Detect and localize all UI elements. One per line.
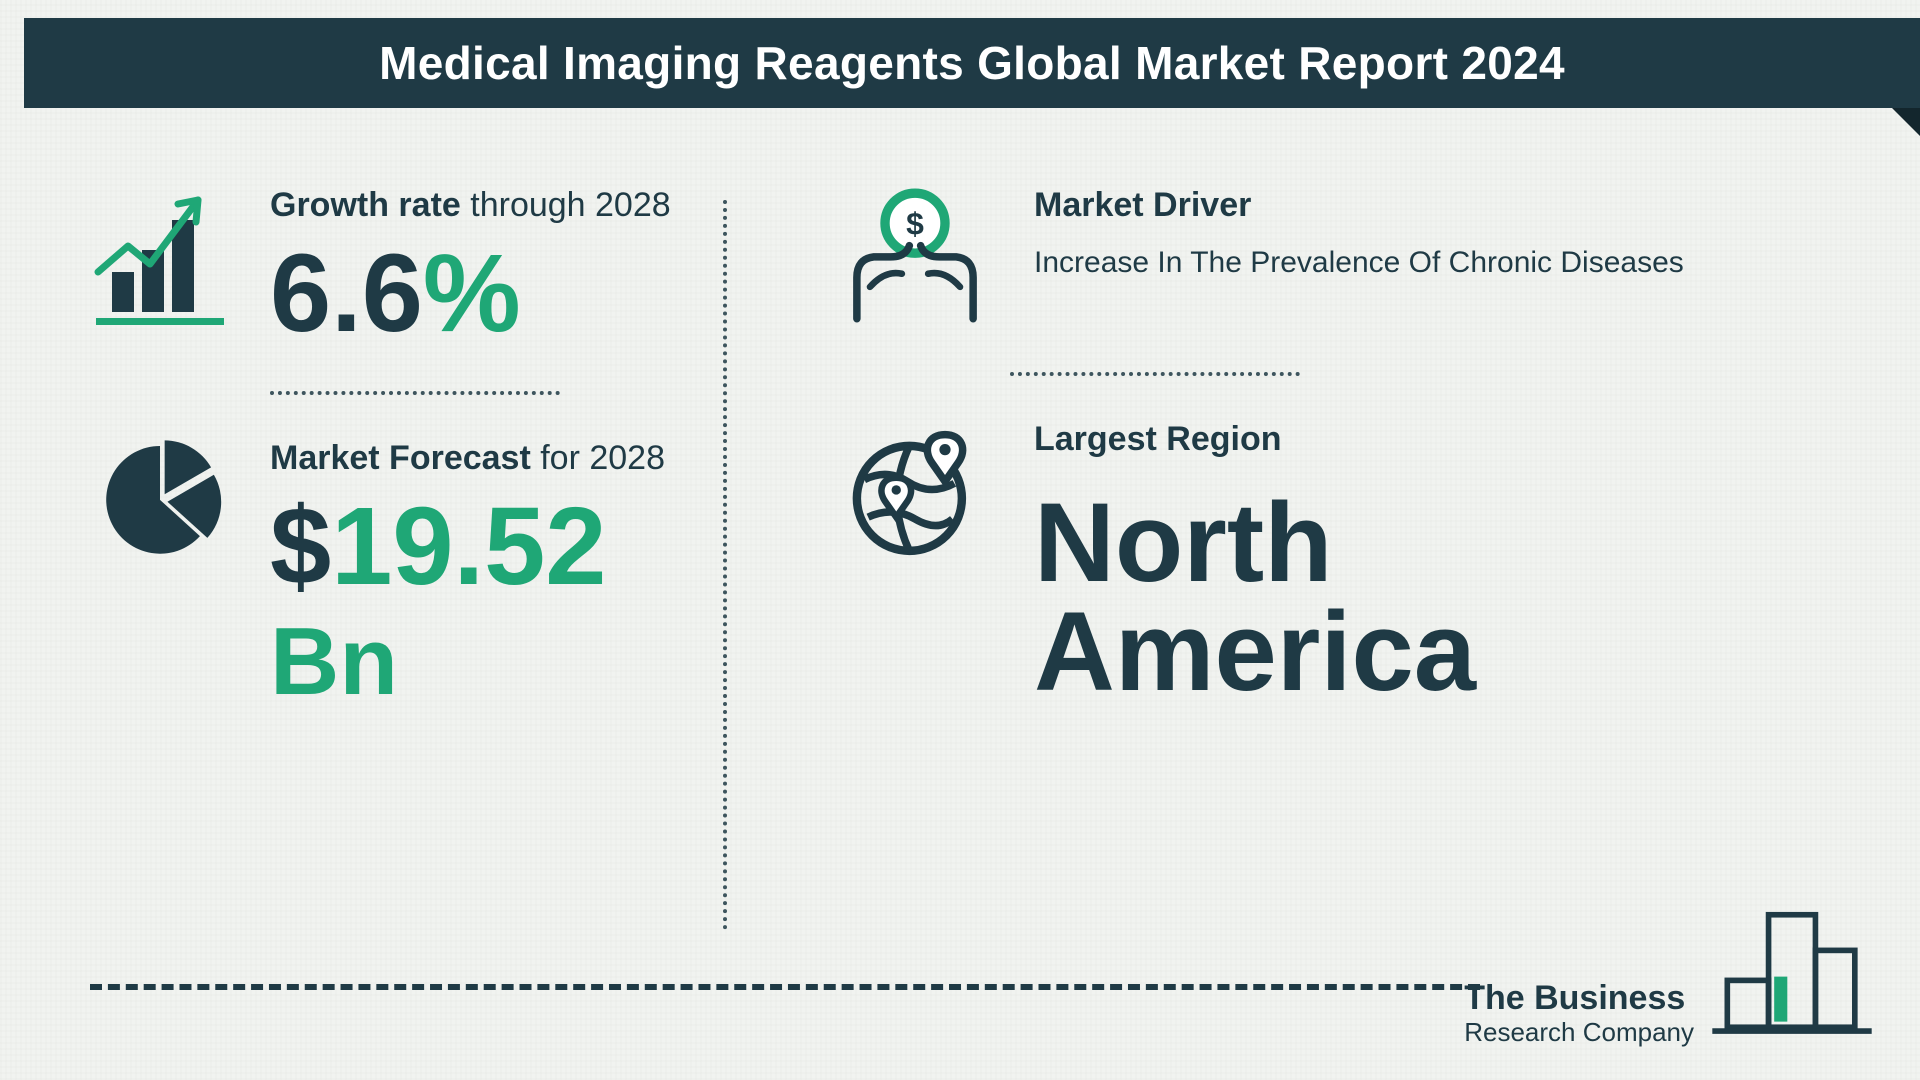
svg-text:$: $ [906,205,924,241]
page-title: Medical Imaging Reagents Global Market R… [379,36,1565,90]
growth-icon [90,180,230,330]
region-block: Largest Region North America [840,404,1860,734]
driver-description: Increase In The Prevalence Of Chronic Di… [1034,243,1860,284]
left-column: Growth rate through 2028 6.6% [90,170,740,960]
growth-label-bold: Growth rate [270,186,461,224]
growth-value-suffix: % [423,232,521,355]
header-notch [1892,108,1920,136]
forecast-number: 19.52 [331,485,606,608]
brand-logo-icon [1712,896,1872,1046]
region-line1: North [1034,480,1333,605]
header-bar: Medical Imaging Reagents Global Market R… [24,18,1920,108]
driver-block: $ Market Driver Increase In The Prevalen… [840,170,1860,358]
region-text: Largest Region North America [1030,414,1860,706]
brand-line2: Research Company [1464,1019,1694,1046]
forecast-label-bold: Market Forecast [270,439,531,477]
brand: The Business Research Company [1464,896,1872,1046]
h-separator-left [270,391,560,395]
forecast-block: Market Forecast for 2028 $19.52 Bn [90,423,740,740]
growth-label: Growth rate through 2028 [270,186,740,225]
content-grid: Growth rate through 2028 6.6% [90,170,1860,960]
driver-text: Market Driver Increase In The Prevalence… [1030,180,1860,284]
forecast-currency: $ [270,485,331,608]
region-label: Largest Region [1034,420,1860,459]
vertical-separator [723,200,727,930]
growth-value: 6.6% [270,239,740,349]
region-line2: America [1034,589,1476,714]
pie-chart-icon [90,433,230,563]
footer-dashes [90,984,1480,990]
brand-line1: The Business [1464,979,1685,1017]
forecast-label-light: for 2028 [540,439,665,477]
growth-label-light: through 2028 [470,186,670,224]
globe-pins-icon [840,414,990,564]
forecast-text: Market Forecast for 2028 $19.52 Bn [270,433,740,712]
forecast-unit: Bn [270,608,398,715]
growth-block: Growth rate through 2028 6.6% [90,170,740,377]
forecast-label: Market Forecast for 2028 [270,439,740,478]
growth-value-number: 6.6 [270,232,423,355]
h-separator-right [1010,372,1300,376]
forecast-value: $19.52 Bn [270,492,740,712]
right-column: $ Market Driver Increase In The Prevalen… [780,170,1860,960]
driver-label: Market Driver [1034,186,1860,225]
brand-text: The Business Research Company [1464,981,1694,1046]
hands-coin-icon: $ [840,180,990,330]
region-value: North America [1034,489,1860,706]
growth-text: Growth rate through 2028 6.6% [270,180,740,349]
